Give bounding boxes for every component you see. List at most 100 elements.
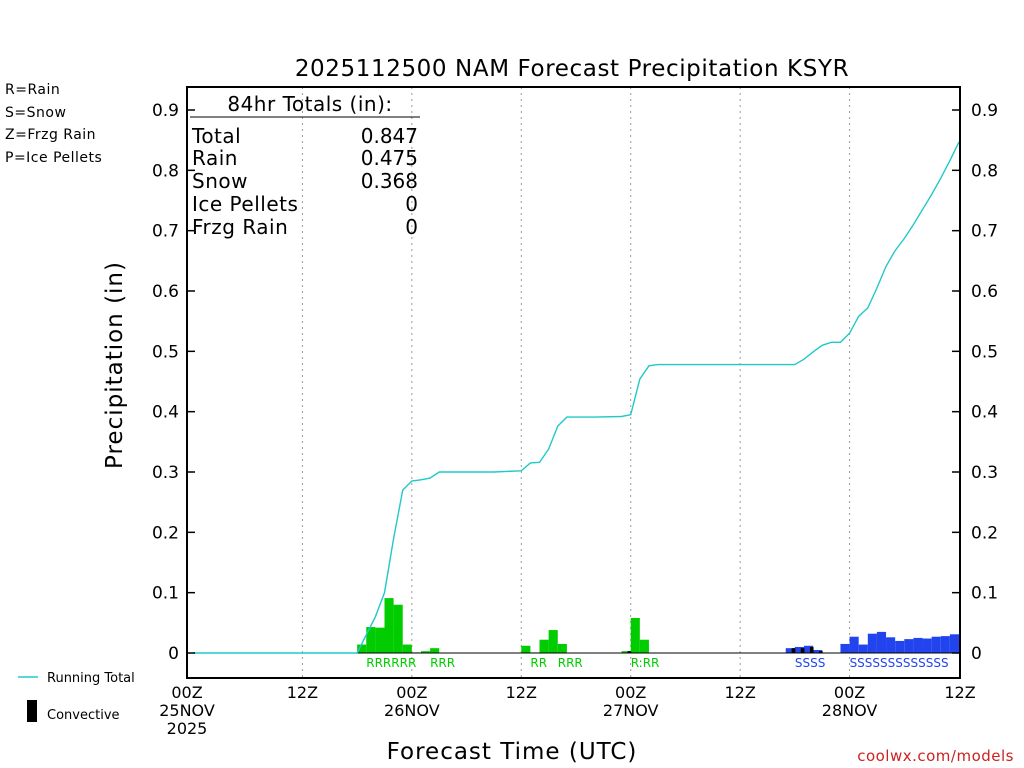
snow-bar bbox=[931, 636, 941, 653]
y-axis-ticks: 0 00.1 0.10.2 0.20.3 0.30.4 0.40.5 0.50.6 0.60.… bbox=[152, 101, 998, 664]
snow-bar bbox=[867, 633, 877, 653]
convective-bar bbox=[819, 651, 823, 653]
y-tick-label-left: 0.3 bbox=[152, 463, 179, 483]
x-tick-label: 00Z bbox=[396, 683, 427, 702]
y-tick-label-right: 0.4 bbox=[971, 403, 998, 423]
snow-bar bbox=[940, 636, 950, 653]
rain-bar bbox=[393, 604, 403, 653]
rain-bar bbox=[539, 639, 549, 653]
y-tick-label-right: 0 bbox=[971, 644, 982, 664]
snow-bar bbox=[858, 644, 868, 653]
y-tick-label-left: 0.2 bbox=[152, 523, 179, 543]
y-tick-label-left: 0.4 bbox=[152, 403, 179, 423]
legend-freezing-rain: Z=Frzg Rain bbox=[5, 127, 97, 143]
totals-total-label: Total bbox=[191, 124, 241, 148]
rain-bar bbox=[630, 618, 640, 653]
legend-rain: R=Rain bbox=[5, 82, 61, 98]
legend-ice-pellets: P=Ice Pellets bbox=[5, 150, 103, 166]
x-tick-label: 25NOV bbox=[159, 701, 215, 720]
y-tick-label-right: 0.9 bbox=[971, 101, 998, 121]
ptype-label: RRR bbox=[558, 656, 583, 670]
snow-bar bbox=[785, 648, 795, 653]
x-tick-label: 12Z bbox=[506, 683, 537, 702]
totals-rain-value: 0.475 bbox=[361, 146, 418, 170]
y-tick-label-right: 0.2 bbox=[971, 523, 998, 543]
totals-snow-value: 0.368 bbox=[361, 169, 418, 193]
y-tick-label-left: 0.9 bbox=[152, 101, 179, 121]
x-tick-label: 00Z bbox=[834, 683, 865, 702]
plot-frame bbox=[186, 86, 961, 679]
totals-total-value: 0.847 bbox=[361, 124, 418, 148]
rain-bar bbox=[384, 598, 394, 653]
y-tick-label-right: 0.7 bbox=[971, 222, 998, 242]
chart-title: 2025112500 NAM Forecast Precipitation KS… bbox=[295, 56, 849, 82]
snow-bar bbox=[840, 643, 850, 653]
totals-frzg-rain-label: Frzg Rain bbox=[192, 215, 288, 239]
y-tick-label-left: 0.6 bbox=[152, 282, 179, 302]
y-tick-label-right: 0.8 bbox=[971, 161, 998, 181]
rain-bar bbox=[375, 627, 385, 653]
ptype-label: SSSSSSSSSSSSS bbox=[850, 656, 949, 670]
rain-bar bbox=[521, 645, 531, 653]
rain-bar bbox=[548, 630, 558, 653]
rain-bar bbox=[430, 648, 440, 653]
snow-bar bbox=[886, 637, 896, 653]
convective-legend-label: Convective bbox=[47, 708, 120, 723]
y-tick-label-right: 0.1 bbox=[971, 584, 998, 604]
credit-text: coolwx.com/models bbox=[857, 747, 1014, 765]
rain-bar bbox=[357, 644, 367, 653]
grid-lines bbox=[301, 87, 851, 678]
rain-bar bbox=[366, 627, 376, 653]
x-tick-label: 12Z bbox=[287, 683, 318, 702]
totals-box: 84hr Totals (in): Total 0.847 Rain 0.475… bbox=[190, 92, 420, 239]
y-tick-label-left: 0.7 bbox=[152, 222, 179, 242]
totals-ice-pellets-value: 0 bbox=[405, 192, 418, 216]
bar-series bbox=[357, 598, 959, 653]
ptype-label: R:RR bbox=[631, 656, 660, 670]
convective-bar bbox=[791, 648, 796, 653]
ptype-label: RRRRRR bbox=[366, 656, 416, 670]
x-tick-label: 26NOV bbox=[384, 701, 440, 720]
rain-bar bbox=[639, 639, 649, 653]
legend-snow: S=Snow bbox=[5, 105, 67, 121]
snow-bar bbox=[949, 634, 959, 653]
totals-rain-label: Rain bbox=[192, 146, 238, 170]
x-tick-label: 27NOV bbox=[603, 701, 659, 720]
bottom-legend: Running Total Convective bbox=[18, 671, 135, 723]
snow-bar bbox=[803, 645, 814, 653]
ptype-label: RRR bbox=[430, 656, 455, 670]
convective-bar bbox=[800, 648, 805, 653]
convective-swatch bbox=[27, 700, 37, 722]
y-tick-label-left: 0.1 bbox=[152, 584, 179, 604]
y-tick-label-right: 0.6 bbox=[971, 282, 998, 302]
rain-bar bbox=[621, 651, 631, 653]
totals-snow-label: Snow bbox=[192, 169, 248, 193]
rain-bar bbox=[557, 643, 567, 653]
x-tick-label: 28NOV bbox=[822, 701, 878, 720]
convective-bar bbox=[627, 651, 632, 653]
x-axis-label: Forecast Time (UTC) bbox=[387, 739, 638, 765]
y-tick-label-left: 0.8 bbox=[152, 161, 179, 181]
x-tick-label: 12Z bbox=[724, 683, 755, 702]
totals-header: 84hr Totals (in): bbox=[227, 92, 392, 116]
x-tick-label: 2025 bbox=[167, 719, 208, 738]
snow-bar bbox=[876, 631, 887, 653]
rain-bar bbox=[420, 651, 431, 653]
running-total-line bbox=[193, 141, 960, 654]
ptype-label: SSSS bbox=[795, 656, 825, 670]
ptype-labels: RRRRRR RRR RR RRR R:RR SSSS SSSSSSSSSSSSS bbox=[366, 656, 948, 670]
y-tick-label-right: 0.5 bbox=[971, 342, 998, 362]
totals-ice-pellets-label: Ice Pellets bbox=[192, 192, 298, 216]
totals-frzg-rain-value: 0 bbox=[405, 215, 418, 239]
x-tick-label: 12Z bbox=[944, 683, 975, 702]
snow-bar bbox=[849, 636, 859, 653]
ptype-label: RR bbox=[530, 656, 547, 670]
y-tick-label-left: 0 bbox=[168, 644, 179, 664]
y-axis-label: Precipitation (in) bbox=[102, 261, 128, 469]
running-total-legend-label: Running Total bbox=[47, 671, 135, 686]
y-tick-label-left: 0.5 bbox=[152, 342, 179, 362]
snow-bar bbox=[895, 640, 905, 653]
snow-bar bbox=[794, 646, 804, 653]
